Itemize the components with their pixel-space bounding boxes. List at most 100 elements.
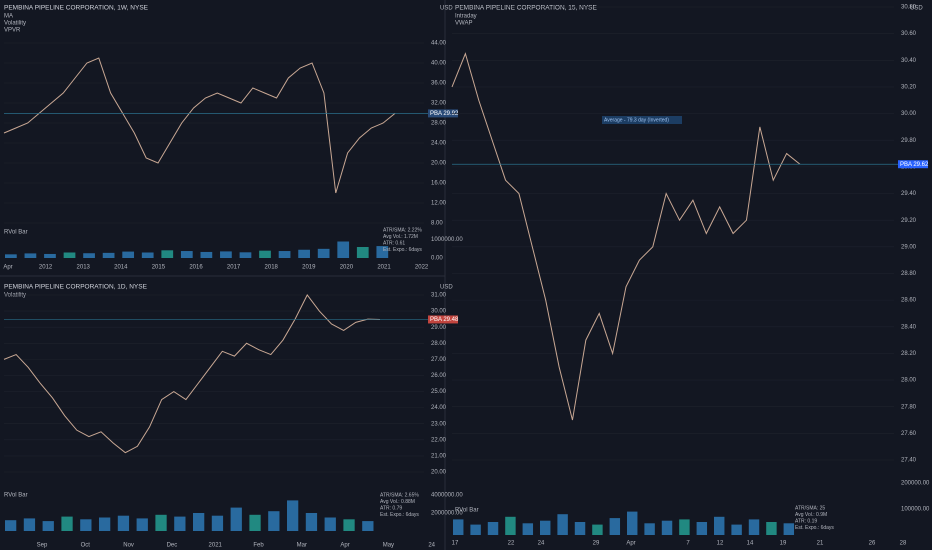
y-tick-label: 28.20 (901, 351, 917, 357)
x-tick-label: 2020 (340, 265, 354, 271)
x-tick-label: 12 (717, 541, 724, 547)
panel-title: PEMBINA PIPELINE CORPORATION, 1W, NYSE (4, 5, 149, 12)
indicator-name: Volatility (4, 293, 26, 299)
indicator-name: VWAP (455, 21, 472, 27)
y-tick-label: 30.00 (431, 309, 447, 315)
x-tick-label: Dec (167, 543, 178, 549)
x-tick-label: 14 (747, 541, 754, 547)
x-tick-label: 2016 (189, 265, 203, 271)
y-tick-label: 27.80 (901, 404, 917, 410)
x-tick-label: 24 (428, 543, 435, 549)
volume-bar (748, 519, 760, 535)
x-tick-label: 22 (508, 541, 515, 547)
x-tick-label: 19 (780, 541, 787, 547)
volume-tick-label: 1000000.00 (431, 237, 463, 243)
price-line (451, 52, 801, 421)
currency: USD (440, 6, 453, 12)
volume-bar (470, 524, 481, 535)
x-tick-label: Oct (81, 543, 91, 549)
x-tick-label: 2022 (415, 265, 429, 271)
volume-bar (356, 247, 369, 258)
y-tick-label: 29.00 (431, 325, 447, 331)
x-tick-label: 7 (686, 541, 690, 547)
volume-bar (211, 515, 224, 531)
volume-bar (592, 524, 603, 535)
volume-bar (298, 249, 310, 258)
y-tick-label: 29.20 (901, 218, 917, 224)
x-tick-label: 2019 (302, 265, 316, 271)
y-tick-label: 26.00 (431, 373, 447, 379)
x-tick-label: 2015 (152, 265, 166, 271)
volume-bar (317, 248, 330, 258)
price-line (3, 294, 381, 454)
volume-pane-label: RVol Bar (4, 230, 28, 236)
volume-bar (362, 521, 374, 531)
volume-bar (5, 254, 17, 258)
y-tick-label: 27.60 (901, 431, 917, 437)
y-tick-label: 28.40 (901, 324, 917, 330)
indicator-name: MA (4, 14, 13, 20)
x-tick-label: Mar (297, 543, 307, 549)
x-tick-label: 2018 (265, 265, 279, 271)
volume-bar (343, 519, 355, 531)
x-tick-label: 2021 (209, 543, 223, 549)
volume-bar (324, 517, 336, 531)
volume-bar (117, 515, 130, 531)
volume-bar (23, 518, 36, 531)
x-tick-label: 29 (593, 541, 600, 547)
stat: Est. Expo.: 6days (380, 512, 419, 518)
x-tick-label: Sep (37, 543, 48, 549)
x-tick-label: Nov (123, 543, 134, 549)
stat: ATR: 0.61 (383, 240, 405, 246)
stat: Est. Expo.: 6days (795, 525, 834, 531)
y-tick-label: 29.80 (901, 138, 917, 144)
x-tick-label: May (383, 543, 394, 549)
volume-bar (193, 513, 205, 531)
volume-bar (122, 251, 135, 258)
stat: Avg Vol.: 1.72M (383, 234, 418, 240)
x-tick-label: 2017 (227, 265, 241, 271)
volume-bar (174, 516, 186, 531)
volume-bar (180, 251, 193, 258)
volume-bar (61, 516, 73, 531)
volume-bar (731, 524, 742, 535)
y-tick-label: 40.00 (431, 61, 447, 67)
volume-tick-label: 0.00 (431, 256, 443, 262)
y-tick-label: 16.00 (431, 181, 447, 187)
y-tick-label: 30.80 (901, 5, 917, 11)
y-tick-label: 36.00 (431, 81, 447, 87)
y-tick-label: 22.00 (431, 437, 447, 443)
volume-bar (574, 522, 586, 535)
volume-bar (305, 513, 318, 531)
volume-bar (136, 518, 148, 531)
y-tick-label: 8.00 (431, 221, 443, 227)
stat: ATR: 0.19 (795, 518, 817, 524)
volume-bar (5, 520, 17, 531)
price-tag-label: PBA 29.62 (900, 162, 929, 168)
price-tag-label: PBA 29.48 (430, 317, 459, 323)
volume-bar (63, 252, 76, 258)
volume-bar (376, 246, 389, 258)
volume-bar (505, 516, 516, 535)
volume-bar (161, 250, 174, 258)
volume-bar (220, 251, 232, 258)
price-tag (428, 109, 458, 118)
y-tick-label: 44.00 (431, 41, 447, 47)
panel-title: PEMBINA PIPELINE CORPORATION, 1D, NYSE (4, 284, 148, 291)
y-tick-label: 28.00 (431, 121, 447, 127)
volume-bar (155, 514, 167, 531)
volume-bar (783, 523, 795, 535)
indicator-name: VPVR (4, 28, 21, 34)
stat: Est. Expo.: 6days (383, 247, 422, 253)
volume-tick-label: 100000.00 (901, 507, 930, 513)
volume-pane-label: RVol Bar (4, 493, 28, 499)
volume-bar (337, 241, 350, 258)
y-tick-label: 20.00 (431, 470, 447, 476)
y-tick-label: 25.00 (431, 389, 447, 395)
volume-bar (200, 251, 213, 258)
y-tick-label: 32.00 (431, 101, 447, 107)
y-tick-label: 28.00 (901, 378, 917, 384)
x-tick-label: 17 (452, 541, 459, 547)
price-tag-label: PBA 29.92 (430, 111, 459, 117)
